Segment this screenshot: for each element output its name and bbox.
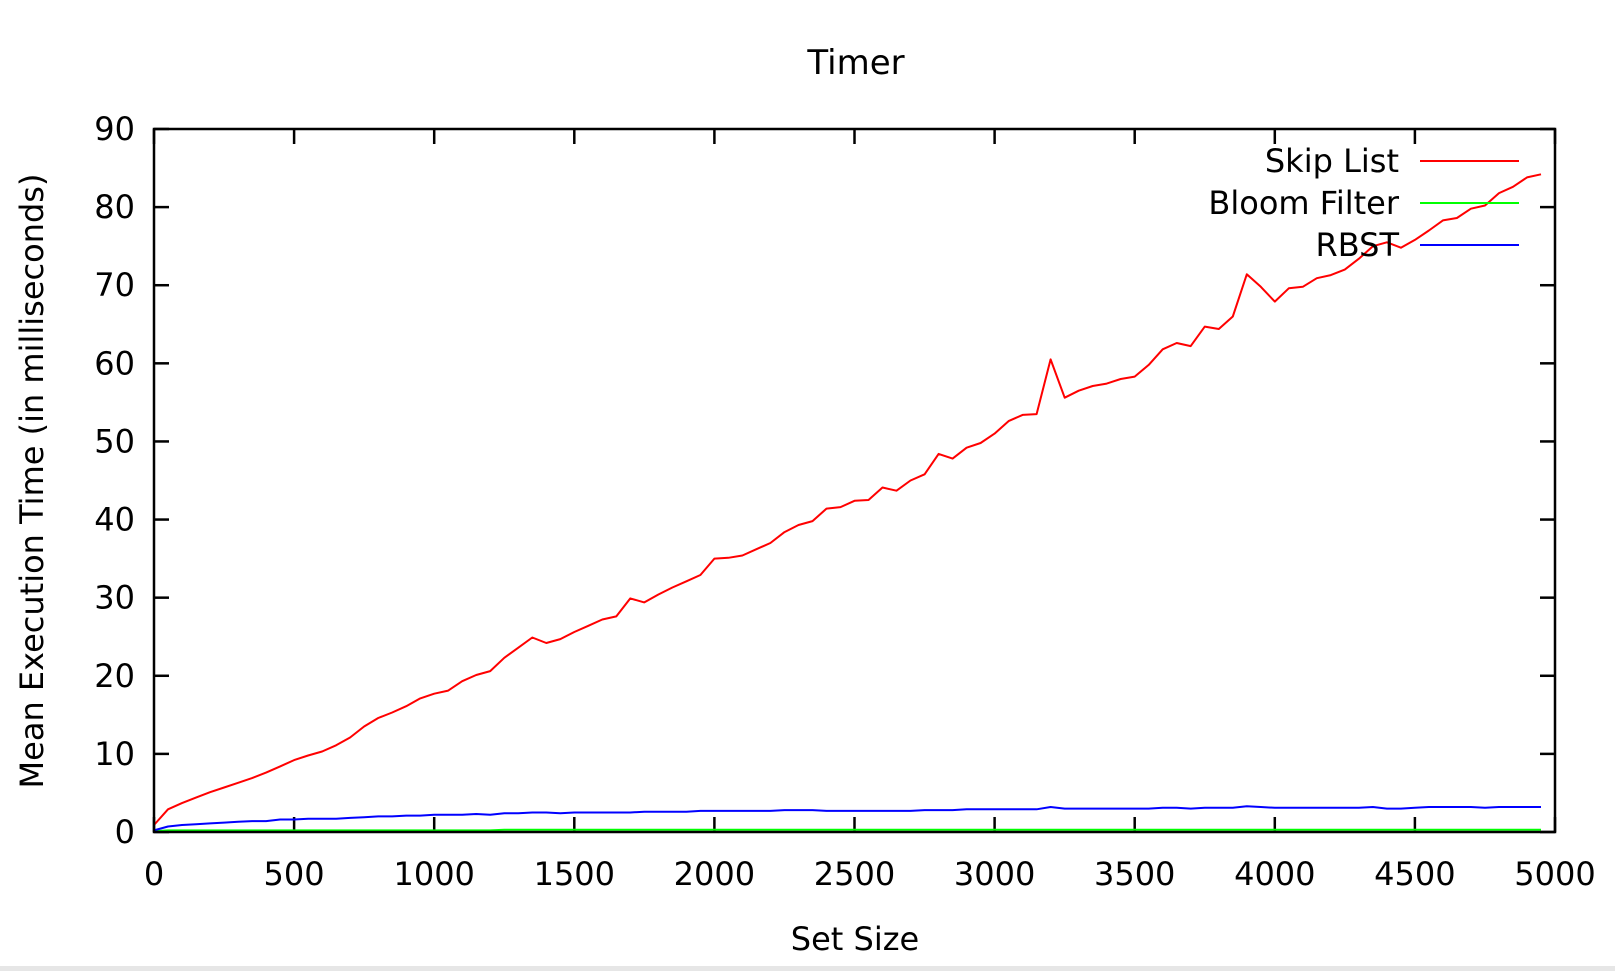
- x-tick-label: 1500: [534, 855, 615, 893]
- y-axis-label: Mean Execution Time (in milliseconds): [13, 174, 51, 789]
- x-tick-label: 2500: [814, 855, 895, 893]
- axis-ticks: 0 500 1000 1500 2000 2500 3000 3500 4000 4500 5000…: [94, 110, 1595, 893]
- y-tick-label: 80: [94, 188, 135, 226]
- x-tick-label: 3500: [1094, 855, 1175, 893]
- plot-frame: [152, 127, 1557, 834]
- series-line-skip-list: [153, 173, 1542, 826]
- legend: Skip List Bloom Filter RBST: [1208, 142, 1519, 264]
- legend-label-bloom-filter: Bloom Filter: [1208, 184, 1399, 222]
- y-tick-label: 60: [94, 344, 135, 382]
- x-tick-label: 5000: [1514, 855, 1595, 893]
- x-tick-label: 500: [264, 855, 325, 893]
- bottom-divider: [0, 966, 1615, 971]
- chart-title: Timer: [806, 43, 904, 83]
- series-lines: [153, 173, 1542, 833]
- y-tick-label: 40: [94, 501, 135, 539]
- x-tick-label: 3000: [954, 855, 1035, 893]
- y-tick-label: 30: [94, 579, 135, 617]
- y-tick-label: 50: [94, 422, 135, 460]
- x-tick-label: 0: [144, 855, 164, 893]
- legend-label-rbst: RBST: [1316, 226, 1400, 264]
- legend-label-skip-list: Skip List: [1265, 142, 1399, 180]
- y-tick-label: 10: [94, 735, 135, 773]
- y-tick-label: 70: [94, 266, 135, 304]
- x-tick-label: 1000: [393, 855, 474, 893]
- series-line-rbst: [153, 805, 1541, 832]
- y-tick-label: 0: [115, 813, 135, 851]
- x-tick-label: 4000: [1234, 855, 1315, 893]
- x-tick-label: 4500: [1374, 855, 1455, 893]
- x-axis-label: Set Size: [791, 920, 919, 958]
- y-tick-label: 90: [94, 110, 135, 148]
- series-line-bloom-filter: [153, 828, 1541, 833]
- x-tick-label: 2000: [674, 855, 755, 893]
- y-tick-label: 20: [94, 657, 135, 695]
